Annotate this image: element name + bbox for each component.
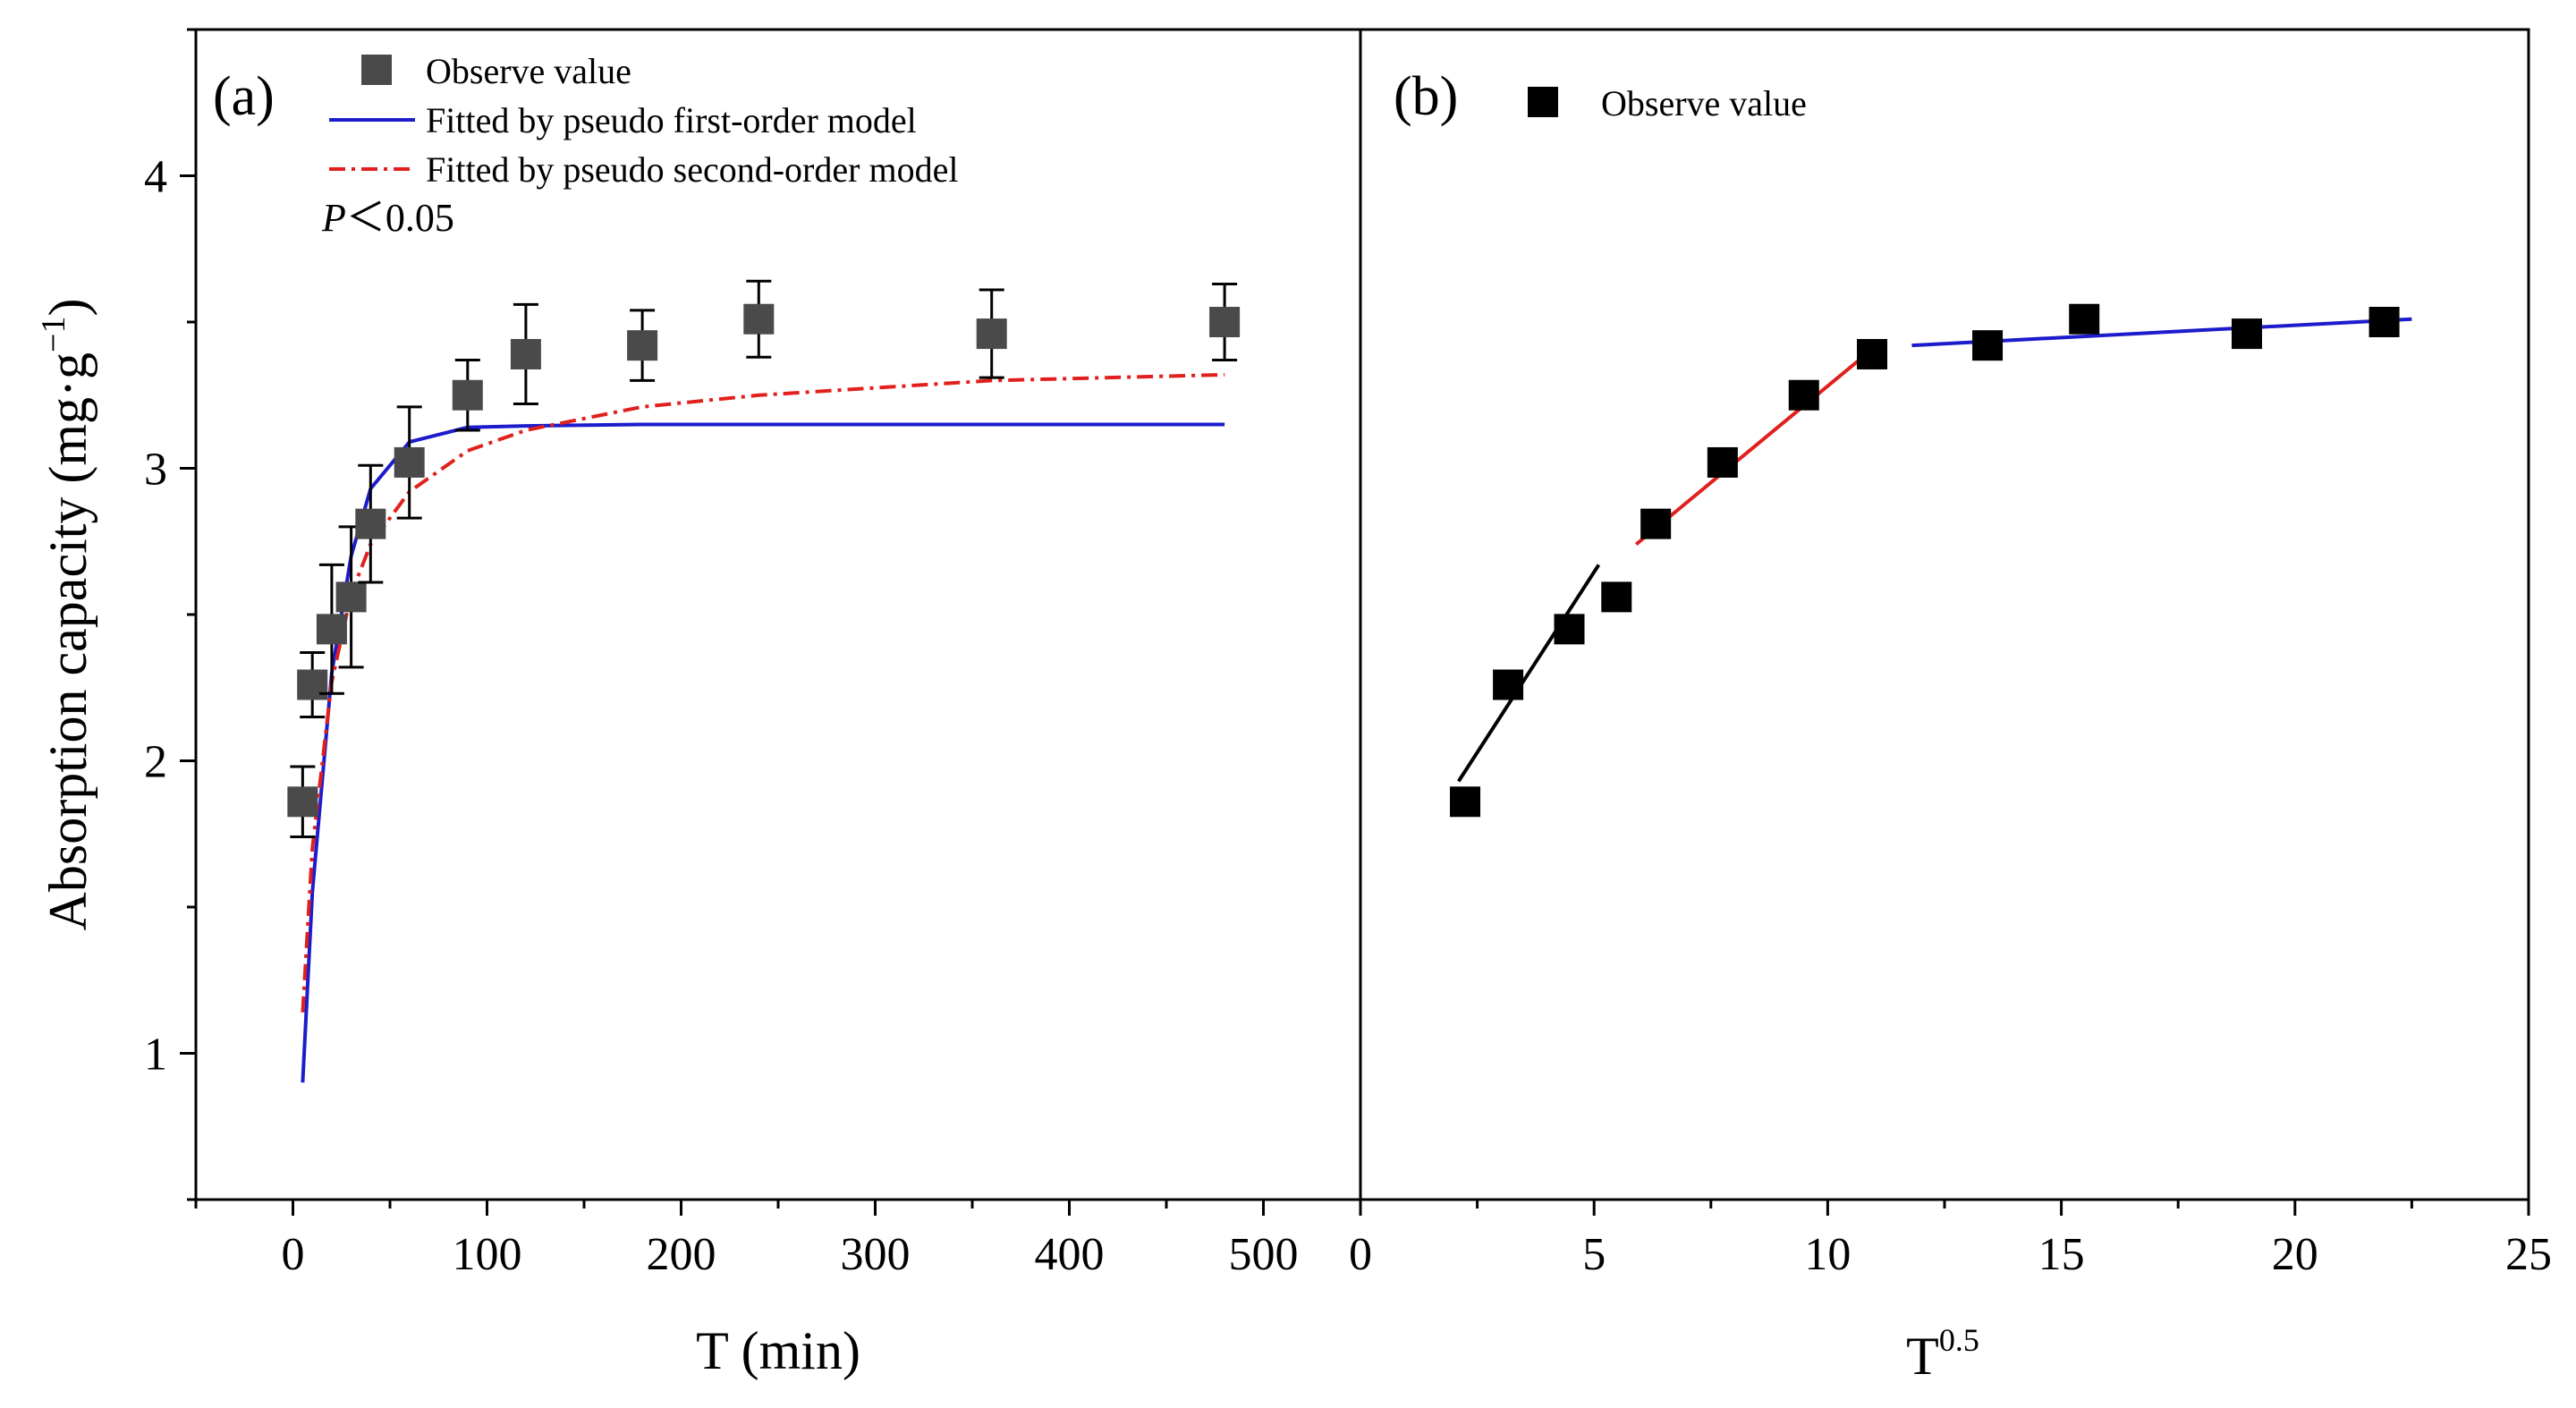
panel-b-x-tick-label: 5 bbox=[1582, 1229, 1606, 1280]
panel-a-x-tick-label: 500 bbox=[1229, 1229, 1299, 1280]
panel-b-frame bbox=[1359, 28, 2530, 1201]
observed-point bbox=[287, 786, 318, 818]
observed-point bbox=[1450, 786, 1481, 818]
observed-point bbox=[1640, 508, 1672, 539]
observed-point bbox=[355, 508, 386, 539]
observed-point bbox=[1707, 446, 1738, 478]
panel-a-y-tick-label: 1 bbox=[144, 1030, 167, 1081]
panel-b-observed-points bbox=[1450, 303, 2400, 818]
panel-a-x-axis-title: T (min) bbox=[696, 1321, 860, 1380]
observed-point bbox=[2069, 303, 2100, 335]
panel-b-x-axis-base: T bbox=[1906, 1327, 1939, 1386]
legend-second-order-label: Fitted by pseudo second-order model bbox=[426, 149, 958, 190]
observed-point bbox=[1601, 581, 1632, 613]
panel-a-fit-lines bbox=[301, 372, 1225, 1083]
legend-b-observed-label: Observe value bbox=[1601, 83, 1807, 123]
panel-b-x-tick-label: 20 bbox=[2272, 1229, 2318, 1280]
observed-point bbox=[394, 446, 425, 478]
panel-a-x-tick-label: 0 bbox=[282, 1229, 305, 1280]
p-value-annotation: P＜0.05 bbox=[321, 196, 454, 240]
panel-b-legend: Observe value bbox=[1528, 83, 1807, 123]
panel-a-x-tick-label: 100 bbox=[453, 1229, 522, 1280]
panel-b-x-axis-exponent: 0.5 bbox=[1939, 1322, 1979, 1358]
observed-point bbox=[627, 330, 658, 361]
observed-point bbox=[335, 581, 367, 613]
y-axis-title: Absorption capacity (mg·g−1) bbox=[35, 299, 97, 931]
panel-a-legend: Observe value Fitted by pseudo first-ord… bbox=[321, 51, 958, 240]
panel-b-x-tick-label: 25 bbox=[2505, 1229, 2552, 1280]
y-axis-title-close: ) bbox=[38, 299, 97, 317]
panel-a-y-ticks: 1 2 3 4 bbox=[144, 28, 196, 1201]
observed-point bbox=[297, 669, 328, 700]
observed-point bbox=[1209, 307, 1241, 337]
observed-point bbox=[2231, 318, 2262, 350]
observed-point bbox=[452, 379, 483, 411]
p-value-threshold: ＜0.05 bbox=[346, 196, 454, 240]
legend-observed-marker bbox=[361, 55, 392, 85]
panel-a-y-tick-label: 2 bbox=[144, 737, 167, 788]
observed-point bbox=[2368, 307, 2400, 337]
observed-point bbox=[1493, 669, 1524, 700]
panel-b-x-ticks: 0 5 10 15 20 25 bbox=[1349, 1200, 2552, 1280]
panel-a-observed-points bbox=[287, 279, 1241, 839]
observed-point bbox=[1857, 338, 1888, 369]
panel-b-x-tick-label: 10 bbox=[1804, 1229, 1851, 1280]
panel-b-fit-segments bbox=[1457, 317, 2412, 783]
panel-a-x-tick-label: 400 bbox=[1035, 1229, 1105, 1280]
observed-point bbox=[316, 614, 347, 645]
panel-b-label: (b) bbox=[1394, 66, 1458, 127]
p-value-symbol: P bbox=[321, 196, 346, 240]
panel-a-label: (a) bbox=[213, 66, 275, 127]
y-axis-title-text: Absorption capacity (mg·g bbox=[38, 352, 97, 931]
legend-observed-label: Observe value bbox=[426, 51, 631, 91]
panel-b-plot-area bbox=[1359, 28, 2530, 1201]
panel-a-y-tick-label: 4 bbox=[144, 152, 167, 203]
legend-first-order-label: Fitted by pseudo first-order model bbox=[426, 100, 917, 140]
second-order-fit-line bbox=[301, 372, 1225, 1013]
panel-b-x-tick-label: 0 bbox=[1349, 1229, 1372, 1280]
observed-point bbox=[1554, 614, 1585, 645]
legend-b-observed-marker bbox=[1528, 87, 1558, 117]
first-order-fit-line bbox=[301, 422, 1225, 1083]
observed-point bbox=[510, 338, 541, 369]
y-axis-title-exponent: −1 bbox=[35, 317, 72, 352]
panel-a-x-ticks: 0 100 200 300 400 500 bbox=[194, 1200, 1362, 1280]
observed-point bbox=[743, 303, 775, 335]
panel-a-x-tick-label: 200 bbox=[647, 1229, 716, 1280]
panel-b-x-tick-label: 15 bbox=[2038, 1229, 2085, 1280]
fit-segment-1 bbox=[1457, 564, 1601, 783]
fit-segment-2 bbox=[1634, 350, 1871, 547]
observed-point bbox=[1788, 379, 1819, 411]
observed-point bbox=[976, 318, 1007, 350]
observed-point bbox=[1972, 330, 2004, 361]
panel-a-x-tick-label: 300 bbox=[841, 1229, 911, 1280]
panel-a-y-tick-label: 3 bbox=[144, 445, 167, 496]
panel-b-x-axis-title: T0.5 bbox=[1906, 1322, 1979, 1386]
